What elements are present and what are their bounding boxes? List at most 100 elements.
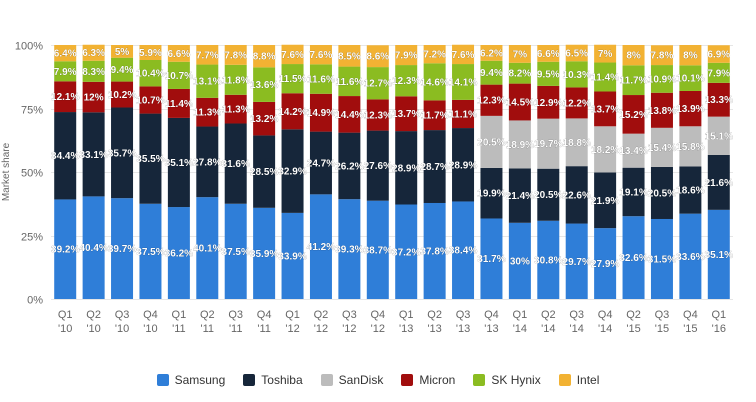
bar-segment-sk-hynix[interactable] xyxy=(309,64,332,94)
bar-segment-toshiba[interactable] xyxy=(707,154,730,210)
bar-segment-sk-hynix[interactable] xyxy=(281,64,304,94)
bar-segment-intel[interactable] xyxy=(423,45,446,64)
bar-segment-sk-hynix[interactable] xyxy=(452,64,475,100)
bar-segment-intel[interactable] xyxy=(139,45,162,60)
bar-segment-intel[interactable] xyxy=(253,45,276,68)
bar-segment-sk-hynix[interactable] xyxy=(139,59,162,87)
bar-segment-sandisk[interactable] xyxy=(622,133,645,168)
bar-segment-toshiba[interactable] xyxy=(452,128,475,202)
bar-segment-micron[interactable] xyxy=(224,94,247,124)
bar-segment-samsung[interactable] xyxy=(565,223,588,299)
bar-segment-micron[interactable] xyxy=(565,87,588,119)
bar-segment-intel[interactable] xyxy=(281,44,304,65)
bar-segment-toshiba[interactable] xyxy=(309,131,332,195)
bar-segment-intel[interactable] xyxy=(679,45,702,66)
bar-segment-samsung[interactable] xyxy=(508,222,531,299)
bar-segment-micron[interactable] xyxy=(54,81,77,113)
bar-segment-toshiba[interactable] xyxy=(508,168,531,223)
bar-segment-micron[interactable] xyxy=(309,93,332,132)
bar-segment-intel[interactable] xyxy=(338,45,361,67)
bar-segment-sk-hynix[interactable] xyxy=(253,67,276,102)
bar-segment-sk-hynix[interactable] xyxy=(423,63,446,101)
bar-segment-micron[interactable] xyxy=(594,91,617,127)
bar-segment-intel[interactable] xyxy=(594,44,617,63)
bar-segment-toshiba[interactable] xyxy=(167,117,190,208)
bar-segment-intel[interactable] xyxy=(508,45,531,63)
bar-segment-samsung[interactable] xyxy=(196,197,219,299)
bar-segment-micron[interactable] xyxy=(111,81,134,108)
bar-segment-sandisk[interactable] xyxy=(565,118,588,167)
bar-segment-sk-hynix[interactable] xyxy=(650,65,673,93)
bar-segment-toshiba[interactable] xyxy=(366,130,389,201)
bar-segment-intel[interactable] xyxy=(395,45,418,66)
bar-segment-micron[interactable] xyxy=(253,101,276,136)
bar-segment-micron[interactable] xyxy=(480,84,503,116)
bar-segment-sk-hynix[interactable] xyxy=(338,66,361,97)
bar-segment-sk-hynix[interactable] xyxy=(395,65,418,97)
bar-segment-samsung[interactable] xyxy=(480,218,503,299)
bar-segment-samsung[interactable] xyxy=(54,199,77,299)
bar-segment-sandisk[interactable] xyxy=(679,126,702,167)
bar-segment-intel[interactable] xyxy=(196,45,219,65)
bar-segment-sandisk[interactable] xyxy=(707,116,730,155)
bar-segment-micron[interactable] xyxy=(281,93,304,130)
bar-segment-intel[interactable] xyxy=(537,45,560,62)
bar-segment-toshiba[interactable] xyxy=(622,167,645,217)
bar-segment-intel[interactable] xyxy=(650,45,673,66)
bar-segment-toshiba[interactable] xyxy=(82,112,105,197)
bar-segment-micron[interactable] xyxy=(707,82,730,117)
bar-segment-toshiba[interactable] xyxy=(537,168,560,221)
bar-segment-micron[interactable] xyxy=(650,92,673,128)
bar-segment-sk-hynix[interactable] xyxy=(82,60,105,82)
bar-segment-micron[interactable] xyxy=(395,96,418,132)
bar-segment-intel[interactable] xyxy=(54,45,77,62)
bar-segment-sk-hynix[interactable] xyxy=(111,57,134,82)
bar-segment-micron[interactable] xyxy=(537,85,560,119)
bar-segment-micron[interactable] xyxy=(338,96,361,133)
bar-segment-samsung[interactable] xyxy=(224,203,247,299)
bar-segment-micron[interactable] xyxy=(139,86,162,114)
bar-segment-intel[interactable] xyxy=(167,45,190,62)
bar-segment-toshiba[interactable] xyxy=(54,112,77,200)
bar-segment-samsung[interactable] xyxy=(423,202,446,299)
legend-item-sandisk[interactable]: SanDisk xyxy=(320,373,383,387)
bar-segment-samsung[interactable] xyxy=(338,199,361,299)
bar-segment-toshiba[interactable] xyxy=(111,107,134,199)
bar-segment-micron[interactable] xyxy=(452,99,475,129)
bar-segment-sandisk[interactable] xyxy=(537,118,560,169)
bar-segment-toshiba[interactable] xyxy=(594,172,617,229)
bar-segment-micron[interactable] xyxy=(366,99,389,131)
bar-segment-samsung[interactable] xyxy=(707,209,730,299)
legend-item-samsung[interactable]: Samsung xyxy=(156,373,225,387)
bar-segment-samsung[interactable] xyxy=(167,207,190,299)
bar-segment-samsung[interactable] xyxy=(650,218,673,299)
bar-segment-sk-hynix[interactable] xyxy=(167,61,190,89)
bar-segment-sk-hynix[interactable] xyxy=(54,61,77,82)
bar-segment-micron[interactable] xyxy=(679,90,702,127)
bar-segment-sk-hynix[interactable] xyxy=(196,64,219,98)
bar-segment-sk-hynix[interactable] xyxy=(480,60,503,85)
bar-segment-toshiba[interactable] xyxy=(196,126,219,198)
bar-segment-samsung[interactable] xyxy=(82,196,105,299)
legend-item-intel[interactable]: Intel xyxy=(558,373,599,387)
bar-segment-samsung[interactable] xyxy=(594,228,617,299)
bar-segment-sk-hynix[interactable] xyxy=(366,67,389,100)
bar-segment-samsung[interactable] xyxy=(139,203,162,299)
bar-segment-sandisk[interactable] xyxy=(508,120,531,169)
bar-segment-samsung[interactable] xyxy=(395,204,418,299)
bar-segment-samsung[interactable] xyxy=(309,194,332,299)
bar-segment-micron[interactable] xyxy=(508,83,531,121)
bar-segment-toshiba[interactable] xyxy=(338,132,361,200)
bar-segment-toshiba[interactable] xyxy=(423,130,446,203)
bar-segment-toshiba[interactable] xyxy=(281,129,304,213)
bar-segment-toshiba[interactable] xyxy=(253,135,276,208)
bar-segment-samsung[interactable] xyxy=(622,216,645,299)
bar-segment-samsung[interactable] xyxy=(281,212,304,299)
bar-segment-sk-hynix[interactable] xyxy=(565,61,588,88)
bar-segment-sandisk[interactable] xyxy=(650,127,673,167)
bar-segment-sk-hynix[interactable] xyxy=(224,64,247,95)
bar-segment-sk-hynix[interactable] xyxy=(622,65,645,96)
bar-segment-intel[interactable] xyxy=(366,45,389,68)
bar-segment-intel[interactable] xyxy=(622,45,645,66)
bar-segment-sk-hynix[interactable] xyxy=(508,62,531,84)
